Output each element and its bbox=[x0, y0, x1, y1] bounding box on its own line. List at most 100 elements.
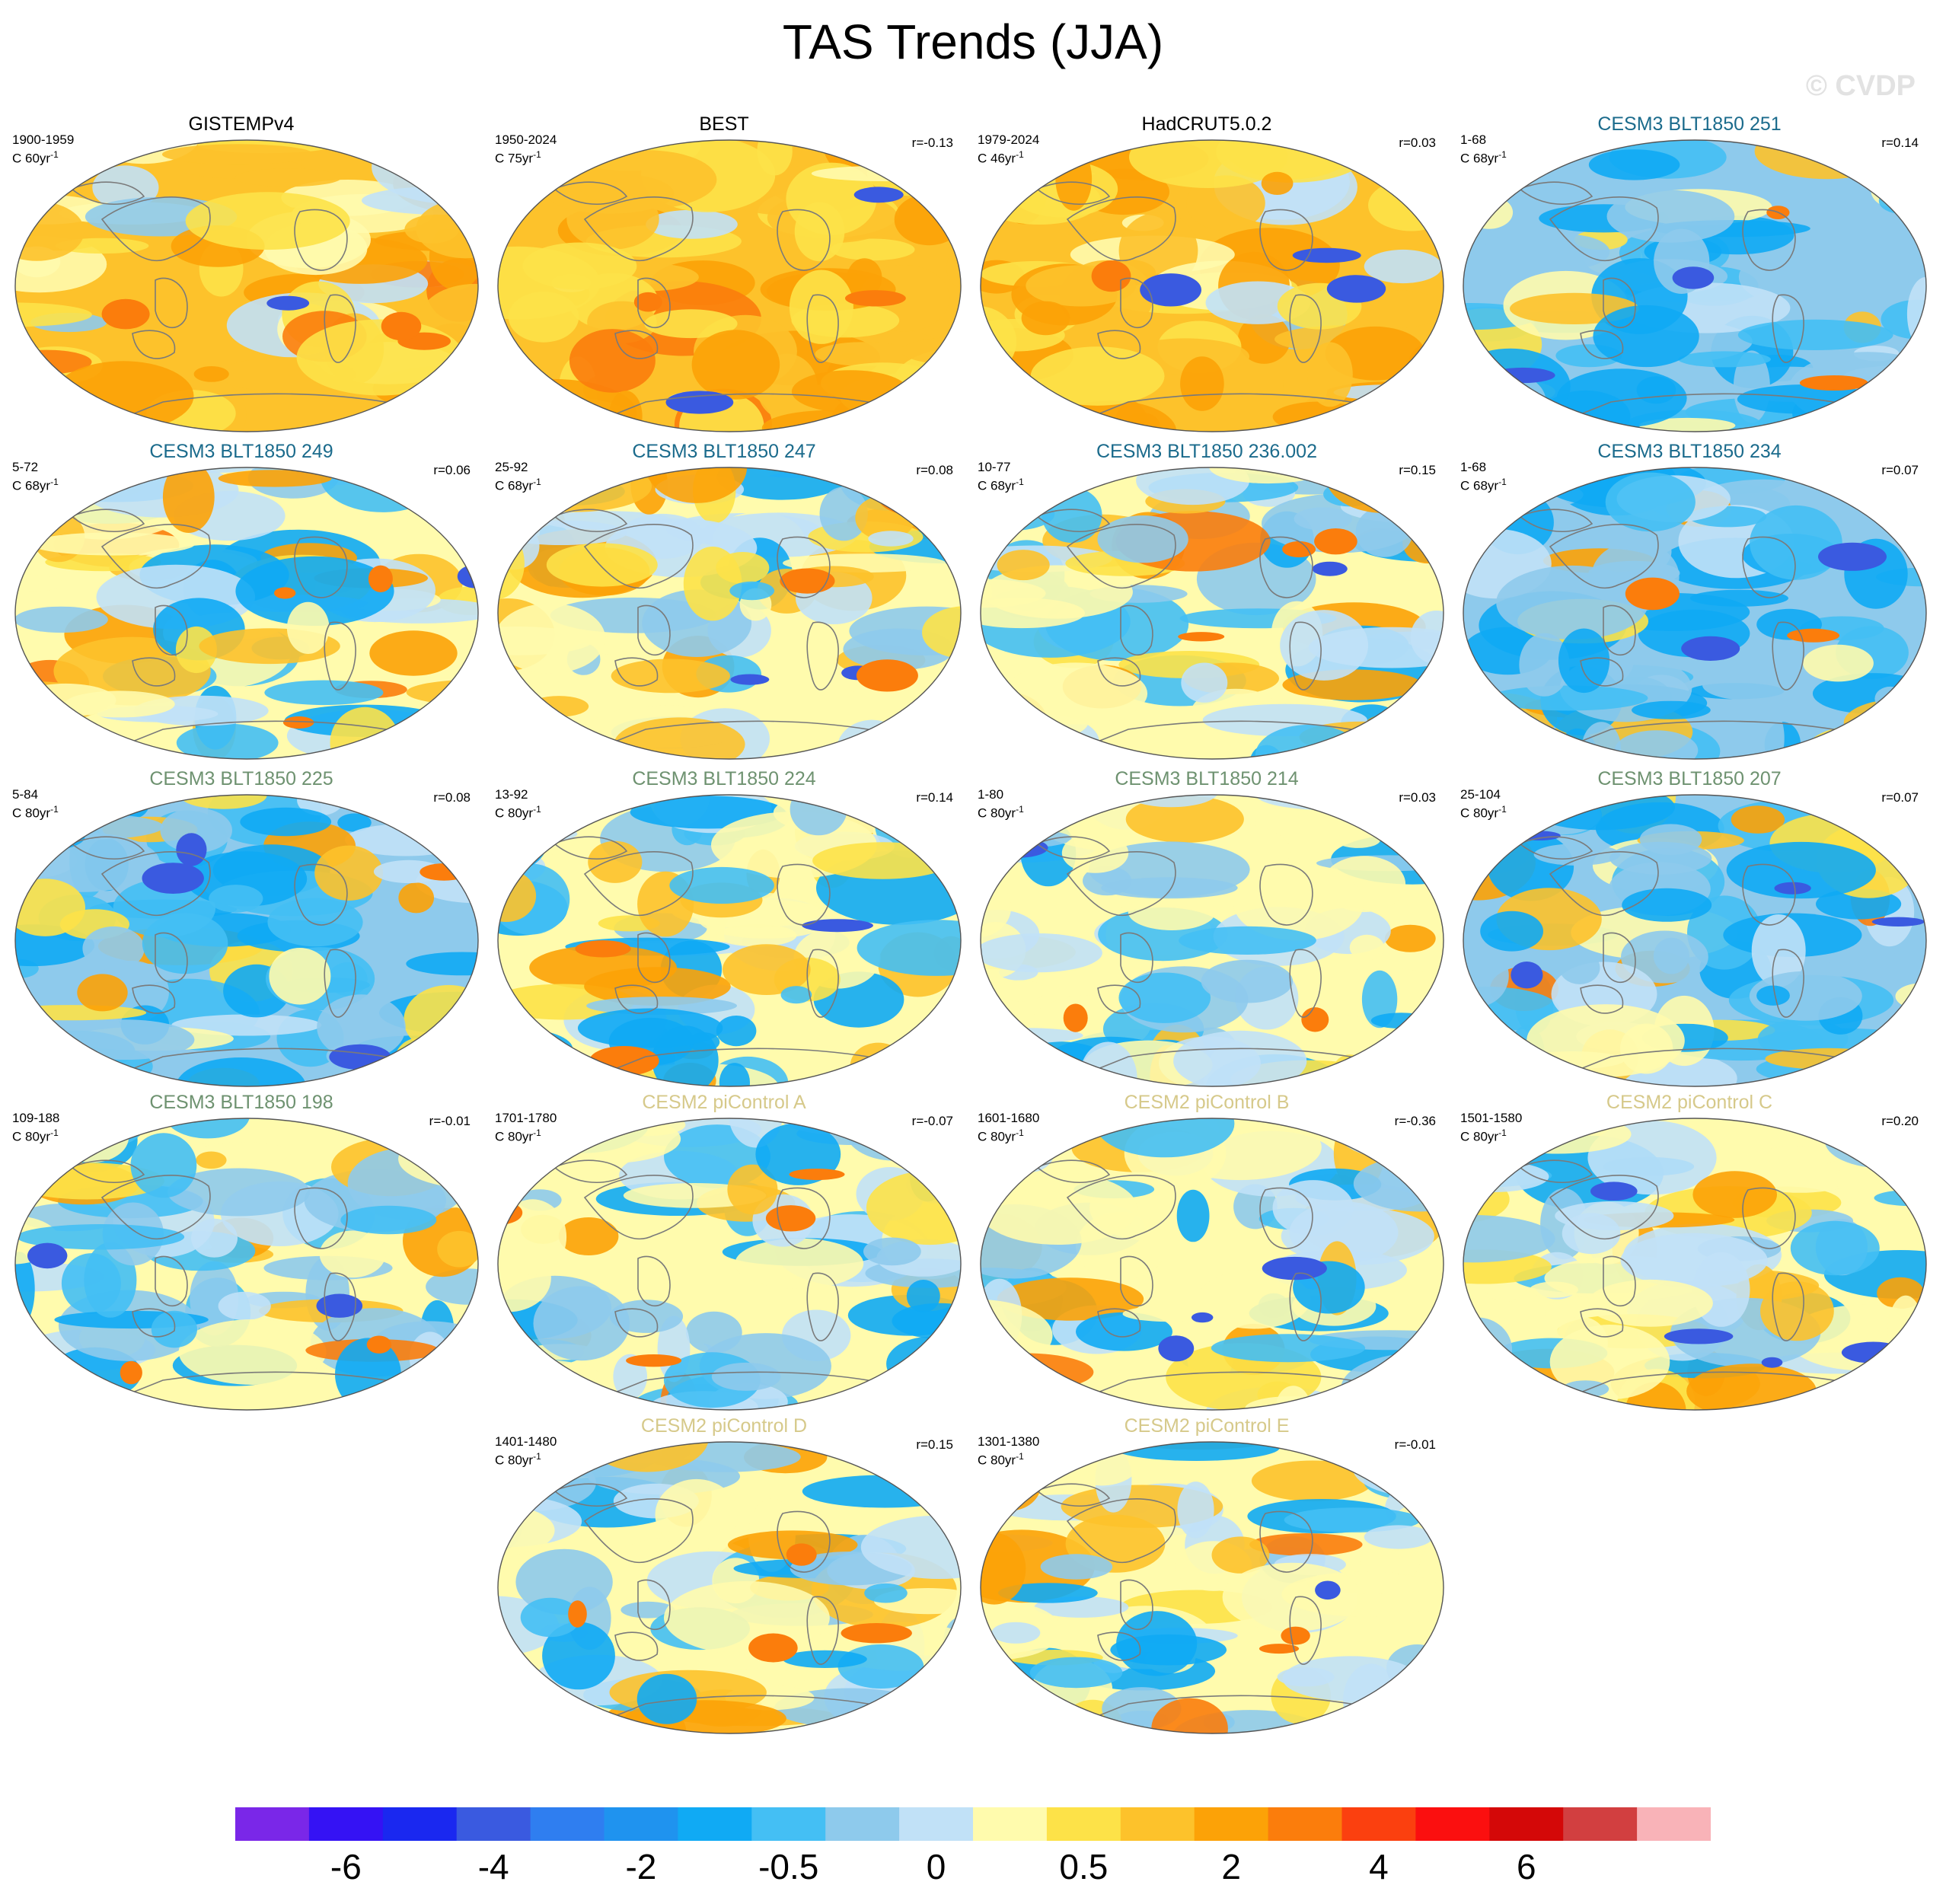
continent-outline bbox=[583, 524, 694, 589]
trend-blob bbox=[837, 1644, 924, 1689]
trend-anomaly bbox=[1787, 628, 1840, 643]
trend-blob bbox=[780, 986, 812, 1004]
trend-anomaly bbox=[789, 1169, 845, 1181]
trend-anomaly bbox=[381, 311, 422, 341]
continent-outline bbox=[1120, 932, 1153, 984]
trend-blob bbox=[1760, 1281, 1834, 1341]
trend-blob bbox=[1369, 1714, 1437, 1733]
trend-blob bbox=[839, 412, 946, 428]
panel-correlation: r=-0.01 bbox=[429, 1114, 471, 1128]
trend-blob bbox=[498, 391, 594, 432]
continent-outline bbox=[614, 1631, 659, 1661]
panel-title: CESM3 BLT1850 225 bbox=[149, 768, 333, 789]
panel-units: C 80yr-1 bbox=[495, 1451, 541, 1468]
colorbar-swatch bbox=[825, 1807, 900, 1841]
trend-blob bbox=[723, 944, 811, 995]
trend-blob bbox=[997, 550, 1050, 581]
trend-blob bbox=[1678, 351, 1771, 368]
map-border bbox=[497, 794, 962, 1087]
continent-outline bbox=[806, 621, 839, 690]
trend-blob bbox=[542, 795, 622, 803]
continent-outline bbox=[70, 836, 145, 860]
trend-blob bbox=[400, 140, 478, 164]
trend-blob bbox=[1481, 1054, 1558, 1086]
trend-blob bbox=[18, 734, 85, 759]
trend-anomaly bbox=[142, 863, 204, 894]
continent-outline bbox=[100, 851, 211, 917]
trend-blob bbox=[1488, 685, 1648, 711]
trend-blob bbox=[735, 1238, 864, 1289]
panel-correlation: r=0.14 bbox=[1881, 136, 1919, 150]
colorbar-swatch bbox=[1341, 1807, 1416, 1841]
trend-anomaly bbox=[1281, 1626, 1310, 1645]
trend-blob bbox=[1125, 796, 1244, 843]
continent-outline bbox=[637, 1255, 671, 1307]
trend-blob bbox=[611, 659, 730, 694]
trend-blob bbox=[1803, 644, 1874, 682]
trend-blob bbox=[906, 1280, 940, 1312]
panel-title: CESM3 BLT1850 224 bbox=[632, 768, 816, 789]
trend-blob bbox=[402, 1130, 457, 1166]
trend-blob bbox=[1151, 1698, 1228, 1733]
panel-correlation: r=-0.36 bbox=[1394, 1114, 1436, 1128]
panel-years: 25-92 bbox=[495, 460, 528, 474]
trend-blob bbox=[1335, 832, 1380, 848]
trend-blob bbox=[393, 1038, 442, 1086]
panel-years: 1900-1959 bbox=[12, 132, 75, 147]
trend-blob bbox=[53, 361, 194, 431]
trend-blob bbox=[529, 696, 589, 717]
trend-anomaly bbox=[748, 1633, 798, 1663]
trend-blob bbox=[981, 1172, 1137, 1245]
trend-anomaly bbox=[780, 568, 835, 594]
map-panel: CESM2 piControl A 1701-1780 C 80yr-1 r=-0.0… bbox=[483, 1091, 965, 1414]
trend-blob bbox=[924, 752, 961, 759]
panel-units: C 80yr-1 bbox=[1460, 804, 1507, 821]
trend-blob bbox=[178, 1319, 327, 1385]
continent-outline bbox=[614, 330, 659, 359]
trend-blob bbox=[64, 690, 175, 718]
continent-outline bbox=[70, 181, 145, 206]
colorbar-tick-label: 0.5 bbox=[1059, 1847, 1109, 1886]
continent-outline bbox=[1742, 209, 1796, 271]
trend-anomaly bbox=[856, 659, 918, 692]
continent-outline bbox=[637, 1579, 671, 1631]
continent-outline bbox=[1772, 1272, 1804, 1341]
map-panel: BEST 1950-2024 C 75yr-1 r=-0.13 bbox=[483, 113, 965, 436]
panel-units: C 80yr-1 bbox=[978, 1451, 1024, 1468]
panel-units: C 80yr-1 bbox=[978, 804, 1024, 821]
panel-title: CESM3 BLT1850 236.002 bbox=[1096, 441, 1317, 462]
trend-blob bbox=[1177, 1481, 1214, 1539]
robinson-map bbox=[980, 467, 1444, 760]
trend-blob bbox=[946, 248, 961, 289]
panel-correlation: r=0.08 bbox=[916, 463, 953, 477]
trend-blob bbox=[1874, 686, 1906, 711]
trend-anomaly bbox=[274, 587, 296, 599]
panel-years: 1979-2024 bbox=[978, 132, 1040, 147]
continent-outline bbox=[1259, 1510, 1313, 1573]
continent-outline bbox=[132, 984, 176, 1014]
trend-blob bbox=[981, 933, 1102, 973]
robinson-map bbox=[497, 794, 962, 1087]
continent-outline bbox=[777, 209, 831, 271]
trend-blob bbox=[1827, 950, 1903, 968]
trend-blob bbox=[1280, 610, 1369, 681]
trend-blob bbox=[515, 1548, 613, 1615]
trend-anomaly bbox=[1625, 577, 1680, 611]
trend-anomaly bbox=[1511, 962, 1543, 989]
trend-anomaly bbox=[633, 292, 662, 312]
trend-blob bbox=[1410, 611, 1444, 665]
trend-blob bbox=[1261, 171, 1294, 195]
trend-blob bbox=[1049, 1398, 1082, 1410]
trend-blob bbox=[1587, 1279, 1713, 1327]
trend-blob bbox=[855, 1378, 961, 1398]
map-panel: CESM3 BLT1850 225 5-84 C 80yr-1 r=0.08 bbox=[0, 767, 483, 1091]
robinson-map bbox=[497, 1118, 962, 1411]
panel-units: C 46yr-1 bbox=[978, 149, 1024, 166]
trend-blob bbox=[1364, 249, 1443, 284]
trend-blob bbox=[161, 144, 314, 165]
panel-units: C 80yr-1 bbox=[12, 1127, 59, 1144]
trend-anomaly bbox=[1761, 1357, 1783, 1368]
continent-outline bbox=[1035, 1483, 1111, 1507]
trend-blob bbox=[30, 532, 196, 556]
trend-anomaly bbox=[266, 295, 310, 311]
